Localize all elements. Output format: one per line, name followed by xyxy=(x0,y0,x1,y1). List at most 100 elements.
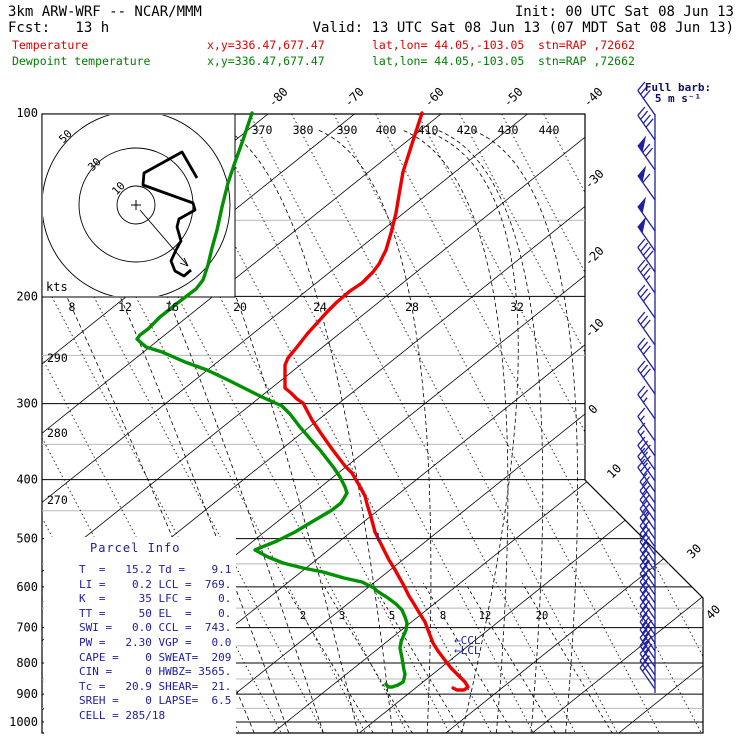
wind-barb-feather xyxy=(641,616,651,626)
wind-barb-feather xyxy=(641,552,651,562)
wind-barb-legend-line1: Full barb: xyxy=(644,81,712,94)
pressure-tick-label: 800 xyxy=(16,656,38,670)
moist-adiabat-label: 32 xyxy=(510,300,524,314)
wind-barb-feather xyxy=(639,508,648,519)
wind-barb-feather xyxy=(639,472,648,483)
mixing-ratio-label: 2 xyxy=(300,610,306,622)
valid-time: Valid: 13 UTC Sat 08 Jun 13 (07 MDT Sat … xyxy=(312,20,734,36)
wind-barb-feather xyxy=(641,485,651,495)
dry-adiabat-label: 400 xyxy=(376,123,397,137)
wind-barb-feather xyxy=(642,267,651,277)
wind-barb-feather xyxy=(641,568,651,578)
isotherm-label-top: -40 xyxy=(581,85,606,110)
wind-barb-feather xyxy=(637,436,646,446)
mixing-ratio-line xyxy=(521,582,613,733)
wind-barb-feather xyxy=(640,389,649,399)
wind-barb-shaft xyxy=(639,605,656,628)
wind-barb-shaft xyxy=(639,573,656,596)
wind-barb-feather xyxy=(639,604,648,615)
mixing-ratio-line xyxy=(371,582,463,733)
wind-barb-flag xyxy=(637,216,647,234)
wind-barb-half-feather xyxy=(644,559,650,565)
moist-adiabat-line xyxy=(436,129,544,733)
isotherm-label-top: -70 xyxy=(342,85,367,110)
wind-barb-feather xyxy=(642,114,651,124)
wind-barb-feather xyxy=(637,311,646,321)
wind-barb-feather xyxy=(641,503,651,513)
isotherm-label-top: -80 xyxy=(266,85,291,110)
wind-barb-feather xyxy=(639,490,648,501)
dry-adiabat-label: 440 xyxy=(539,123,560,137)
wind-barb-feather xyxy=(642,345,651,355)
wind-barb-feather xyxy=(641,520,651,530)
pressure-tick-label: 600 xyxy=(16,580,38,594)
wind-barb-shaft xyxy=(639,499,656,522)
wind-barb-shaft xyxy=(639,589,656,612)
wind-barb-feather xyxy=(642,466,651,476)
wind-barb-feather xyxy=(642,292,651,302)
parcel-info-row: SWI = 0.0 CCL = 743. xyxy=(79,621,232,635)
parcel-info-row: PW = 2.30 VGP = 0.0 xyxy=(79,635,232,649)
wind-barb-half-feather xyxy=(645,275,651,281)
isotherm-line xyxy=(42,114,615,733)
wind-barb-feather xyxy=(641,560,651,570)
wind-barb-shaft xyxy=(639,517,656,540)
parcel-info-row: SREH = 0 LAPSE= 6.5 xyxy=(79,694,232,708)
wind-barb-feather xyxy=(639,658,648,669)
wind-barb-feather xyxy=(637,238,646,248)
mixing-ratio-label: 5 xyxy=(389,610,395,622)
mixing-ratio-label: 12 xyxy=(479,610,492,622)
wind-barb-feather xyxy=(640,110,649,120)
wind-barb-feather xyxy=(641,608,651,618)
pressure-tick-label: 700 xyxy=(16,621,38,635)
wind-barb-feather xyxy=(639,636,648,647)
pressure-tick-label: 200 xyxy=(16,289,38,303)
isotherm-line xyxy=(0,114,9,733)
pressure-tick-label: 500 xyxy=(16,532,38,546)
wind-barb-shaft xyxy=(637,268,656,294)
wind-barb-feather xyxy=(640,440,649,450)
level-annotation: ←LCL xyxy=(454,644,481,657)
pressure-tick-label: 1000 xyxy=(9,715,38,729)
wind-barb-feather xyxy=(639,580,648,591)
wind-barb-feather xyxy=(642,246,651,256)
dewpoint-station: stn=RAP ,72662 xyxy=(538,54,635,68)
isotherm-line xyxy=(186,114,703,733)
hodograph-ring xyxy=(116,185,156,225)
dry-adiabat-line xyxy=(249,114,576,733)
temperature-station: stn=RAP ,72662 xyxy=(538,38,635,52)
wind-barb-legend-line2: 5 m s⁻¹ xyxy=(654,92,702,105)
wind-barbs-layer xyxy=(637,81,656,690)
wind-barb-shaft xyxy=(637,293,656,319)
wind-barb-feather xyxy=(641,528,651,538)
wind-barb-feather xyxy=(641,592,651,602)
wind-barb-feather xyxy=(639,628,648,639)
wind-barb-feather xyxy=(637,360,646,370)
wind-barb-feather xyxy=(639,651,648,662)
isotherm-label-top: -50 xyxy=(501,85,526,110)
wind-barb-shaft xyxy=(639,581,656,604)
wind-barb-feather xyxy=(637,284,646,294)
wind-barb-feather xyxy=(640,341,649,351)
wind-barb-feather xyxy=(640,451,649,461)
dewpoint-latlon: lat,lon= 44.05,-103.05 xyxy=(372,54,525,68)
moist-adiabat-label: 8 xyxy=(69,300,76,314)
hodograph-unit-label: kts xyxy=(46,280,68,294)
wind-barb-feather xyxy=(642,89,651,99)
moist-adiabat-line xyxy=(471,129,578,733)
wind-barb-feather xyxy=(639,644,648,655)
wind-barb-feather xyxy=(637,106,646,116)
wind-barb-feather xyxy=(644,635,653,645)
wind-barb-shaft xyxy=(637,320,656,346)
wind-barb-feather xyxy=(641,600,651,610)
dry-adiabat-label: 430 xyxy=(498,123,519,137)
dry-adiabat-line xyxy=(42,114,282,733)
wind-barb-half-feather xyxy=(640,415,645,421)
wind-barb-shaft xyxy=(639,525,656,548)
wind-barb-feather xyxy=(637,385,646,395)
wind-barb-shaft xyxy=(637,456,656,482)
wind-barb-feather xyxy=(641,640,651,650)
dry-adiabat-label: 290 xyxy=(47,351,68,365)
wind-barb-shaft xyxy=(637,431,656,457)
wind-barb-feather xyxy=(637,337,646,347)
